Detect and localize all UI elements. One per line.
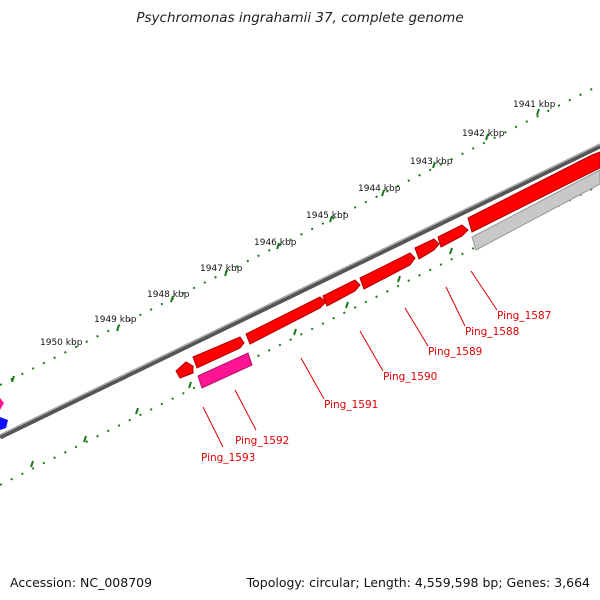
kbp-label: 1944 kbp: [358, 184, 401, 194]
kbp-label: 1943 kbp: [410, 157, 453, 167]
gene-ping-1590: [359, 252, 416, 290]
kbp-label: 1947 kbp: [200, 264, 243, 274]
gene-ping-1593: [175, 361, 194, 379]
reverse-genes: [197, 169, 600, 389]
gene-ping-1592-reverse: [197, 352, 253, 389]
genome-summary: Topology: circular; Length: 4,559,598 bp…: [246, 575, 590, 590]
gene-label: Ping_1591: [324, 399, 378, 411]
kbp-label: 1941 kbp: [513, 100, 556, 110]
gene-ping-1592: [192, 336, 245, 369]
gene-label: Ping_1589: [428, 346, 482, 358]
gene-label: Ping_1590: [383, 371, 437, 383]
genome-backbone: [0, 143, 600, 440]
gene-label: Ping_1587: [497, 310, 551, 322]
accession-text: Accession: NC_008709: [10, 575, 153, 590]
gene-ping-1591: [245, 296, 327, 345]
gene-label: Ping_1588: [465, 326, 519, 338]
kbp-labels: 1941 kbp 1942 kbp 1943 kbp 1944 kbp 1945…: [40, 100, 556, 348]
gene-label: Ping_1593: [201, 452, 255, 464]
pseudo-gene: [471, 169, 600, 251]
gene-ping-1589: [414, 238, 440, 260]
gene-ping-1591b: [322, 279, 361, 307]
edge-blue-gene: [0, 417, 8, 430]
gene-ping-1588: [437, 224, 469, 248]
kbp-label: 1946 kbp: [254, 238, 297, 248]
edge-genes: [0, 398, 8, 430]
kbp-label: 1942 kbp: [462, 129, 505, 139]
gene-ping-1587: [467, 151, 600, 233]
gene-label: Ping_1592: [235, 435, 289, 447]
outer-major-ticks: [11, 108, 540, 383]
edge-pink-gene: [0, 398, 4, 410]
kbp-label: 1949 kbp: [94, 315, 137, 325]
forward-genes: [175, 151, 600, 379]
kbp-label: 1945 kbp: [306, 211, 349, 221]
outer-tick-ring: [0, 84, 600, 386]
kbp-label: 1950 kbp: [40, 338, 83, 348]
gene-labels: Ping_1587 Ping_1588 Ping_1589 Ping_1590 …: [201, 310, 551, 464]
map-title: Psychromonas ingrahamii 37, complete gen…: [136, 10, 464, 26]
kbp-label: 1948 kbp: [147, 290, 190, 300]
label-leaders: [202, 270, 498, 448]
